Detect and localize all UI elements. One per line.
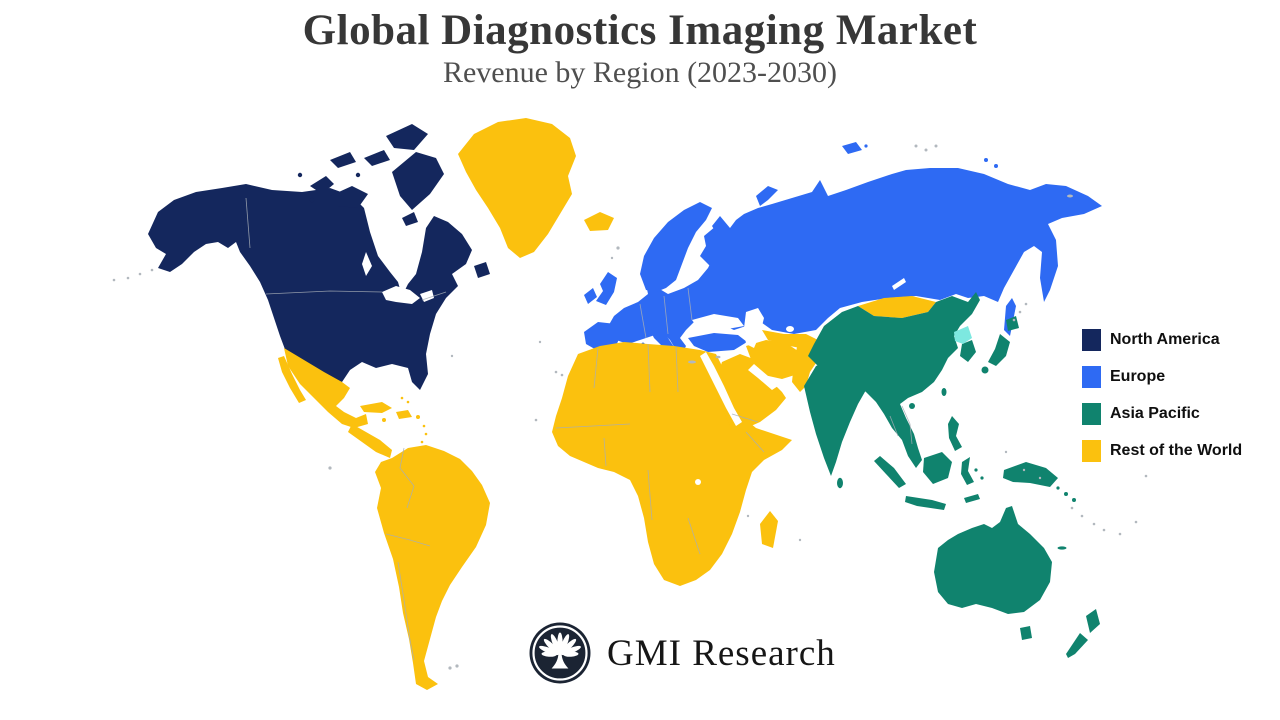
gmi-logo [529, 622, 591, 684]
header: Global Diagnostics Imaging Market Revenu… [0, 7, 1280, 90]
legend-label-rest-of-world: Rest of the World [1110, 442, 1243, 459]
region-rest-of-world [278, 118, 936, 690]
legend-item-rest-of-world: Rest of the World [1082, 440, 1242, 462]
country-borders [245, 197, 913, 661]
palm-fan-icon [539, 632, 581, 669]
legend-swatch-north-america [1082, 329, 1101, 351]
legend: North America Europe Asia Pacific Rest o… [1082, 329, 1242, 477]
legend-item-asia-pacific: Asia Pacific [1082, 403, 1242, 425]
inland-water [362, 252, 906, 485]
legend-swatch-europe [1082, 366, 1101, 388]
legend-label-asia-pacific: Asia Pacific [1110, 405, 1200, 422]
page-subtitle: Revenue by Region (2023-2030) [442, 56, 838, 90]
legend-label-europe: Europe [1110, 368, 1166, 385]
region-asia-pacific [804, 292, 1100, 658]
minor-islands [112, 144, 1148, 670]
legend-swatch-asia-pacific [1082, 403, 1101, 425]
legend-swatch-rest-of-world [1082, 440, 1101, 462]
footer: GMI Research [527, 620, 836, 686]
legend-item-europe: Europe [1082, 366, 1242, 388]
gmi-logo-ring [532, 625, 588, 681]
region-north-america [148, 124, 490, 390]
legend-item-north-america: North America [1082, 329, 1242, 351]
page-title: Global Diagnostics Imaging Market [302, 7, 978, 54]
legend-label-north-america: North America [1110, 331, 1220, 348]
region-north-korea [954, 326, 972, 344]
brand-name: GMI Research [607, 632, 836, 674]
